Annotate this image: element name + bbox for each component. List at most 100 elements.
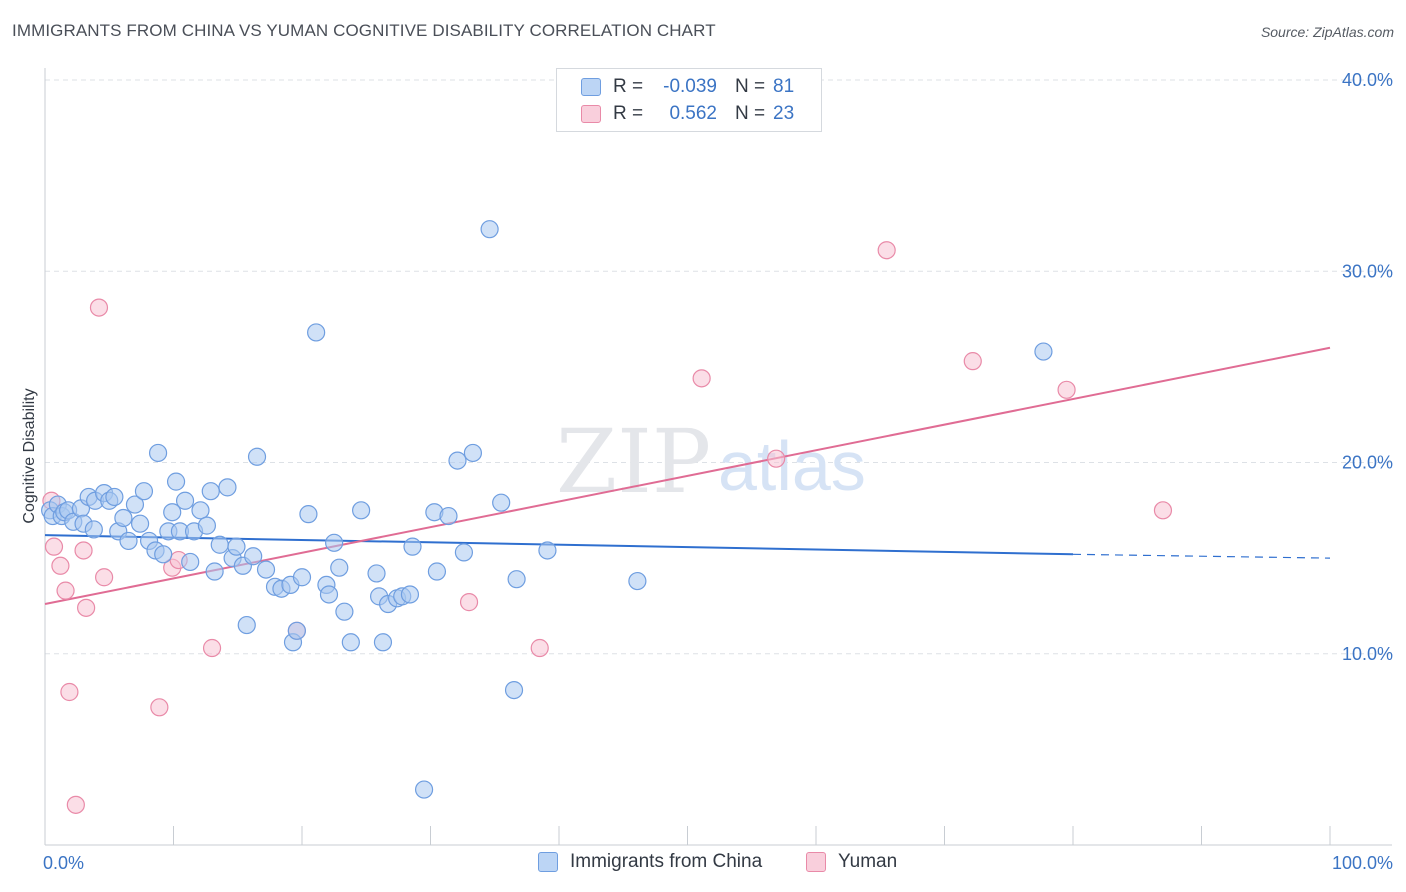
point-china bbox=[84, 520, 103, 539]
point-china bbox=[166, 472, 186, 491]
legend-swatch-yuman bbox=[806, 852, 826, 872]
point-china bbox=[201, 482, 220, 501]
point-china bbox=[330, 558, 349, 577]
point-china bbox=[414, 780, 434, 799]
point-china bbox=[105, 487, 124, 507]
point-china bbox=[181, 552, 200, 572]
y-tick-label: 20.0% bbox=[1342, 453, 1393, 473]
point-china bbox=[628, 571, 647, 591]
point-yuman bbox=[1057, 380, 1076, 399]
y-axis-label: Cognitive Disability bbox=[21, 388, 38, 523]
trend-line-china-projection bbox=[1072, 553, 1331, 559]
point-china bbox=[218, 478, 237, 497]
point-yuman bbox=[60, 682, 79, 702]
point-china bbox=[448, 451, 467, 470]
point-china bbox=[114, 508, 133, 528]
point-yuman bbox=[66, 795, 85, 814]
point-china bbox=[335, 602, 354, 621]
legend-row-yuman: R = 0.562 N = 23 bbox=[581, 100, 794, 128]
point-china bbox=[341, 633, 360, 652]
point-china bbox=[507, 570, 526, 589]
point-china bbox=[325, 533, 344, 552]
point-china bbox=[227, 537, 246, 556]
point-yuman bbox=[44, 537, 64, 556]
point-yuman bbox=[767, 449, 786, 468]
x-tick-label-max: 100.0% bbox=[1332, 853, 1393, 873]
series-legend: Immigrants from China Yuman bbox=[0, 851, 1406, 877]
point-china bbox=[197, 516, 217, 535]
point-china bbox=[292, 568, 312, 587]
point-china bbox=[134, 482, 154, 501]
point-china bbox=[154, 545, 173, 564]
point-china bbox=[480, 220, 499, 239]
point-china bbox=[210, 535, 229, 554]
watermark-zip: ZIP bbox=[556, 410, 711, 513]
point-yuman bbox=[202, 638, 222, 658]
point-china bbox=[403, 537, 422, 556]
point-yuman bbox=[692, 369, 711, 388]
axes bbox=[44, 68, 1392, 846]
y-tick-label: 30.0% bbox=[1342, 261, 1393, 281]
point-yuman bbox=[51, 556, 70, 575]
point-china bbox=[256, 560, 276, 579]
point-china bbox=[1034, 342, 1053, 361]
point-yuman bbox=[150, 698, 169, 717]
watermark-atlas: atlas bbox=[718, 427, 866, 505]
point-china bbox=[319, 585, 339, 604]
y-tick-label: 40.0% bbox=[1342, 70, 1393, 90]
point-china bbox=[175, 491, 195, 510]
point-china bbox=[163, 503, 182, 522]
point-yuman bbox=[530, 638, 549, 658]
point-yuman bbox=[89, 298, 109, 317]
correlation-legend: R = -0.039 N = 81 R = 0.562 N = 23 bbox=[556, 68, 822, 132]
point-china bbox=[454, 543, 474, 562]
legend-r-label: R = bbox=[613, 103, 644, 124]
point-china bbox=[538, 541, 557, 560]
point-china bbox=[287, 621, 306, 640]
legend-n-label: N = bbox=[735, 103, 766, 124]
watermark: ZIP atlas bbox=[556, 410, 866, 513]
point-yuman bbox=[1153, 501, 1173, 520]
legend-label-china: Immigrants from China bbox=[570, 851, 763, 872]
point-china bbox=[504, 680, 524, 700]
point-china bbox=[237, 615, 256, 635]
point-yuman bbox=[95, 568, 114, 587]
legend-swatch-yuman bbox=[581, 105, 601, 123]
tick-labels: 10.0% 20.0% 30.0% 40.0% 0.0% 100.0% bbox=[43, 70, 1393, 873]
legend-item-yuman[interactable]: Yuman bbox=[806, 851, 897, 873]
legend-r-value-china: -0.039 bbox=[663, 76, 717, 97]
point-china bbox=[244, 547, 263, 566]
legend-label-yuman: Yuman bbox=[838, 851, 898, 872]
point-china bbox=[191, 501, 210, 520]
legend-n-value-china: 81 bbox=[773, 76, 795, 97]
point-china bbox=[373, 633, 393, 652]
point-yuman bbox=[963, 352, 982, 371]
legend-item-china[interactable]: Immigrants from China bbox=[538, 851, 762, 873]
point-china bbox=[125, 495, 145, 514]
legend-n-value-yuman: 23 bbox=[773, 103, 795, 124]
legend-swatch-china bbox=[538, 852, 558, 872]
point-china bbox=[148, 443, 168, 463]
x-tick-label-min: 0.0% bbox=[43, 853, 84, 873]
point-china bbox=[463, 443, 483, 463]
point-china bbox=[205, 562, 224, 581]
point-china bbox=[299, 505, 318, 524]
point-yuman bbox=[459, 593, 479, 612]
point-china bbox=[439, 506, 458, 526]
point-china bbox=[307, 323, 326, 342]
point-yuman bbox=[877, 241, 896, 260]
point-china bbox=[400, 585, 420, 604]
point-yuman bbox=[56, 581, 75, 600]
chart-title: IMMIGRANTS FROM CHINA VS YUMAN COGNITIVE… bbox=[12, 21, 716, 40]
legend-n-label: N = bbox=[735, 76, 766, 97]
source-credit: Source: ZipAtlas.com bbox=[1260, 24, 1394, 40]
data-points bbox=[41, 220, 1173, 814]
y-tick-label: 10.0% bbox=[1342, 644, 1393, 664]
point-china bbox=[427, 562, 447, 581]
legend-r-value-yuman: 0.562 bbox=[669, 103, 717, 124]
point-china bbox=[119, 531, 138, 551]
point-china bbox=[247, 447, 267, 466]
point-china bbox=[352, 501, 371, 520]
point-yuman bbox=[77, 598, 96, 617]
